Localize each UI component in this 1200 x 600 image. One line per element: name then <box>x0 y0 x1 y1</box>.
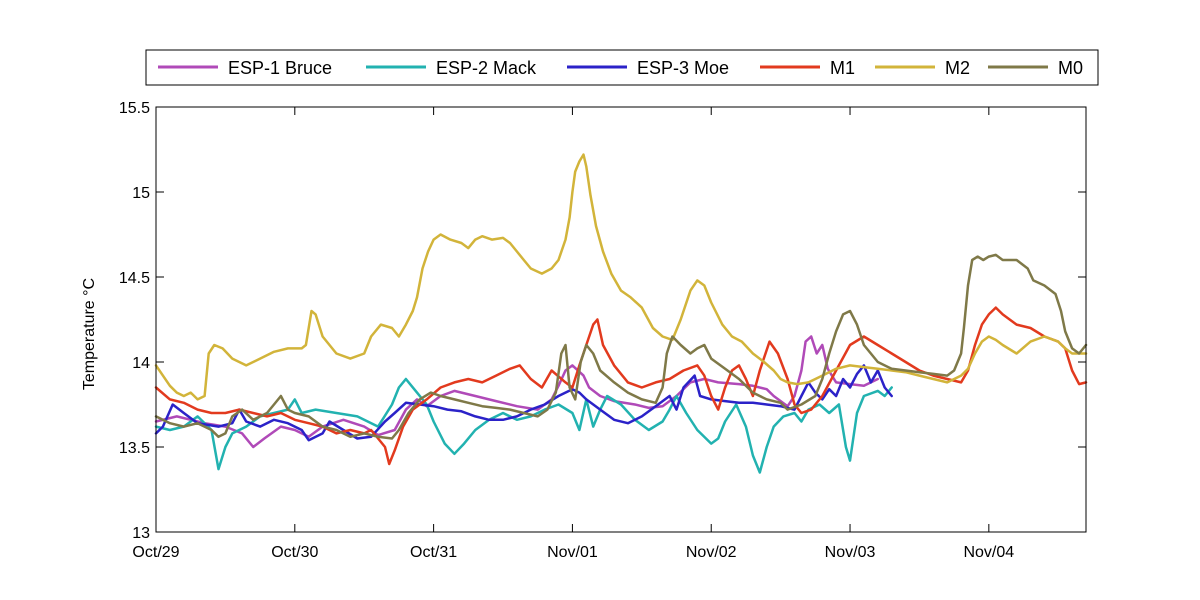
legend-label-0: ESP-1 Bruce <box>228 58 332 78</box>
legend-label-2: ESP-3 Moe <box>637 58 729 78</box>
y-tick-label: 15.5 <box>119 100 150 117</box>
series-line-3 <box>154 306 1088 466</box>
legend-label-3: M1 <box>830 58 855 78</box>
x-tick-label: Oct/31 <box>410 544 457 561</box>
legend-label-4: M2 <box>945 58 970 78</box>
y-tick-label: 14.5 <box>119 270 150 287</box>
x-tick-label: Nov/04 <box>963 544 1014 561</box>
axes-frame <box>155 106 1087 533</box>
x-tick-label: Nov/03 <box>825 544 876 561</box>
legend-items: ESP-1 Bruce ESP-2 Mack ESP-3 Moe M1 M2 M0 <box>158 58 1083 78</box>
y-axis-label: Temperature °C <box>81 278 98 390</box>
series-line-5 <box>154 253 1088 440</box>
y-tick-label: 13.5 <box>119 440 150 457</box>
x-tick-label: Nov/01 <box>547 544 598 561</box>
series-line-4 <box>154 153 1088 401</box>
legend: ESP-1 Bruce ESP-2 Mack ESP-3 Moe M1 M2 M0 <box>145 49 1099 86</box>
x-tick-label: Nov/02 <box>686 544 737 561</box>
series-line-0 <box>154 335 880 449</box>
x-tick-label: Oct/30 <box>271 544 318 561</box>
legend-label-5: M0 <box>1058 58 1083 78</box>
legend-label-1: ESP-2 Mack <box>436 58 537 78</box>
x-tick-label: Oct/29 <box>132 544 179 561</box>
y-tick-label: 15 <box>132 185 150 202</box>
series-line-1 <box>154 377 893 474</box>
y-tick-label: 14 <box>132 355 150 372</box>
plot-area <box>156 107 1086 532</box>
series-layer <box>154 153 1088 474</box>
ticks-layer: Oct/29 Oct/30 Oct/31 Nov/01 Nov/02 Nov/03 Nov/… <box>119 100 1086 561</box>
series-line-2 <box>154 364 893 442</box>
y-tick-label: 13 <box>132 525 150 542</box>
